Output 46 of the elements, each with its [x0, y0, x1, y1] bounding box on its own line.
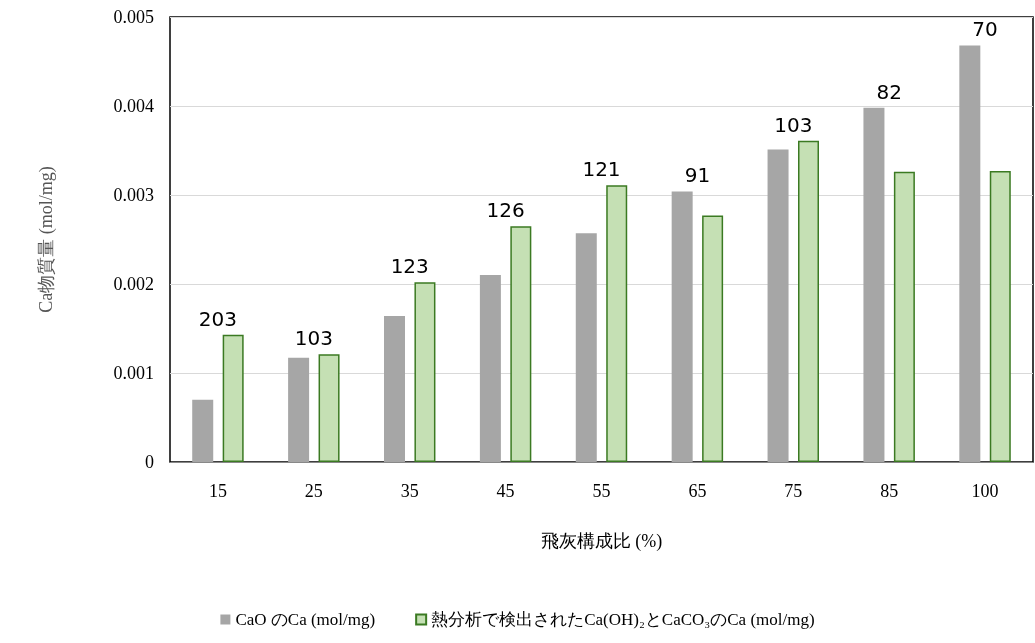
- x-tick-label: 100: [971, 481, 999, 501]
- bar: [192, 399, 214, 462]
- x-tick-label: 85: [880, 481, 899, 501]
- bar: [318, 354, 340, 462]
- bar: [959, 45, 981, 462]
- bar: [575, 233, 597, 462]
- bar: [989, 170, 1011, 462]
- annotation: 123: [390, 254, 429, 279]
- annotation: 103: [294, 326, 333, 351]
- x-tick-label: 45: [496, 481, 515, 501]
- bar: [798, 140, 819, 462]
- y-axis-title: Ca物質量 (mol/mg): [36, 166, 57, 313]
- bar: [893, 171, 915, 462]
- y-tick-label: 0.003: [113, 185, 154, 205]
- bar: [222, 334, 244, 462]
- legend-label: 熱分析で検出されたCa(OH)₂とCaCO₃のCa (mol/mg): [431, 610, 815, 629]
- annotation: 91: [684, 163, 711, 188]
- x-tick-label: 65: [688, 481, 707, 501]
- bar: [479, 275, 501, 462]
- y-tick-label: 0.002: [113, 274, 154, 294]
- x-tick-label: 75: [784, 481, 803, 501]
- annotation: 126: [486, 198, 525, 223]
- bar: [702, 215, 724, 462]
- y-tick-label: 0: [145, 452, 154, 472]
- annotation: 70: [972, 17, 998, 42]
- x-tick-label: 15: [208, 481, 227, 501]
- bar: [767, 149, 789, 462]
- annotation: 121: [582, 157, 621, 182]
- bar: [414, 282, 436, 462]
- annotation: 103: [774, 112, 813, 137]
- y-tick-label: 0.001: [113, 363, 154, 383]
- bar: [671, 191, 693, 462]
- bar: [384, 316, 405, 462]
- y-tick-label: 0.005: [113, 7, 154, 27]
- annotation: 82: [876, 79, 902, 104]
- bar: [863, 107, 885, 462]
- bar: [288, 357, 310, 462]
- legend-label: CaO のCa (mol/mg): [235, 610, 376, 629]
- bar: [510, 226, 532, 462]
- y-tick-label: 0.004: [113, 96, 154, 116]
- x-tick-label: 35: [400, 481, 419, 501]
- bar: [606, 185, 628, 462]
- x-axis-title: 飛灰構成比 (%): [540, 531, 663, 552]
- x-tick-label: 55: [592, 481, 611, 501]
- x-tick-label: 25: [304, 481, 323, 501]
- annotation: 203: [198, 306, 238, 331]
